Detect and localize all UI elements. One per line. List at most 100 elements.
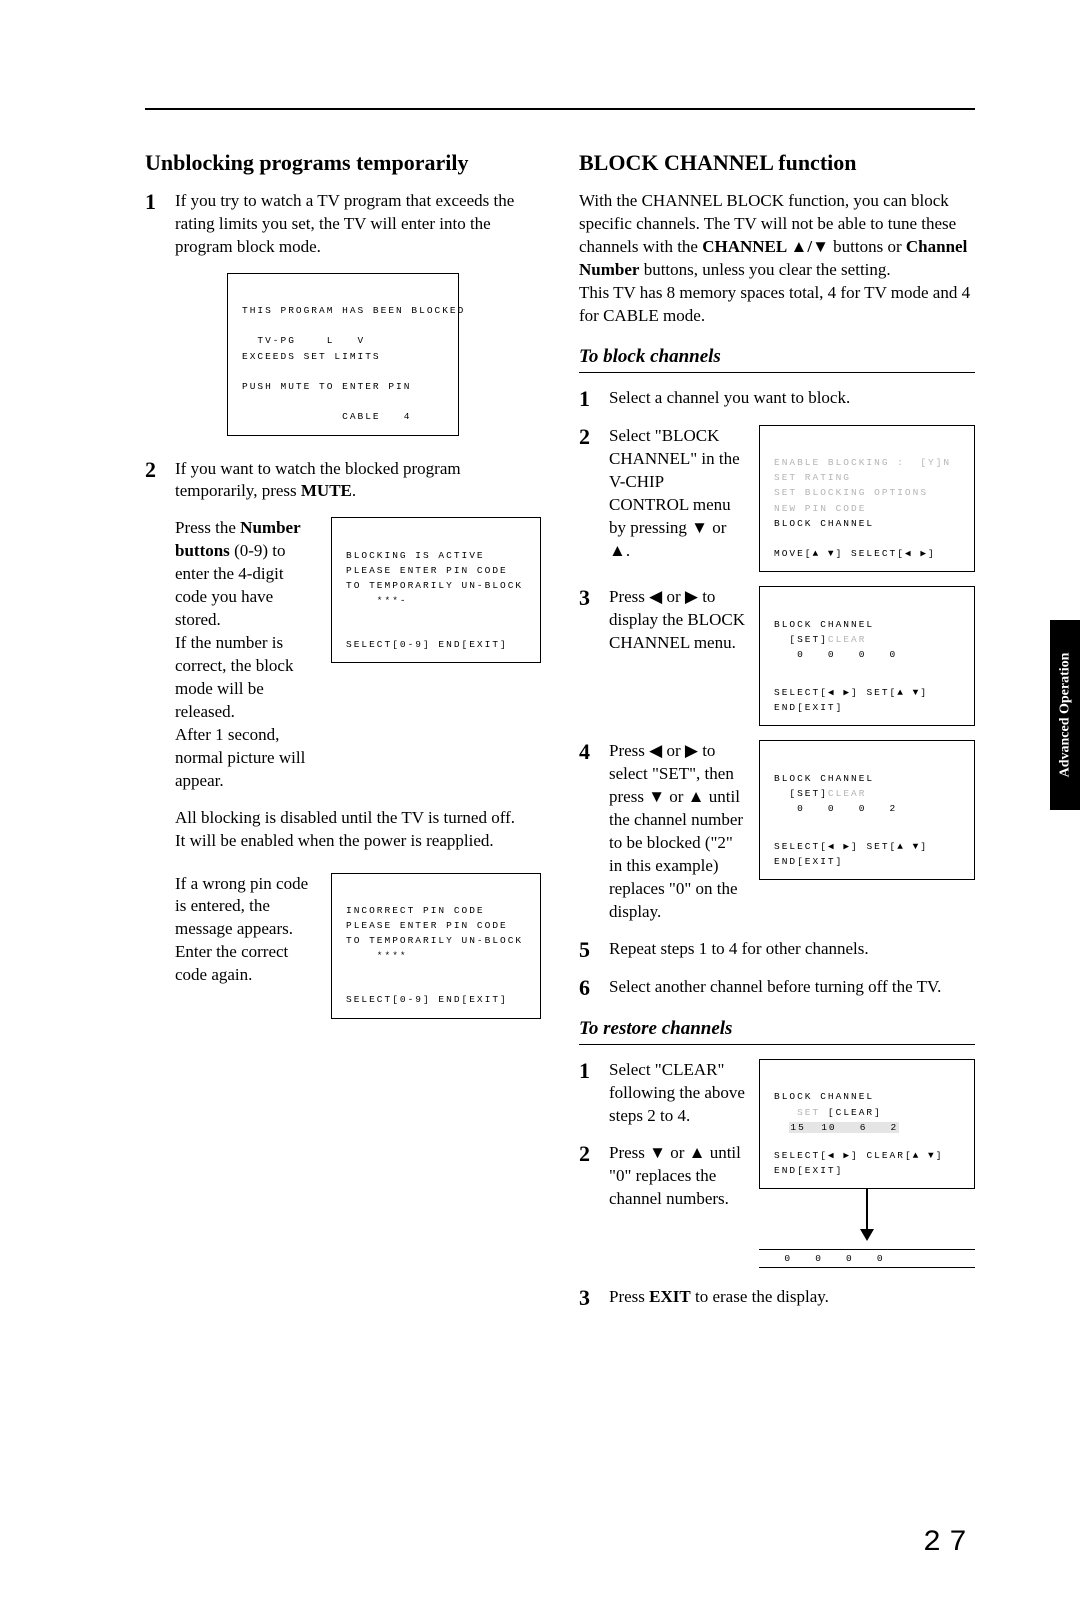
osd-bottom: SELECT[◀ ▶] SET[▲ ▼] END[EXIT] <box>774 839 962 869</box>
step-body: Press ▼ or ▲ until "0" replaces the chan… <box>609 1142 745 1211</box>
osd-bottom: MOVE[▲ ▼] SELECT[◀ ▶] <box>774 546 962 561</box>
step-number: 1 <box>579 387 597 411</box>
osd-grey: CLEAR <box>828 634 867 645</box>
page-number: 27 <box>923 1526 975 1560</box>
osd-line: TO TEMPORARILY UN-BLOCK <box>346 580 523 591</box>
step-number: 2 <box>579 425 597 573</box>
step-number: 2 <box>145 458 163 504</box>
left-heading: Unblocking programs temporarily <box>145 150 541 176</box>
osd-line: INCORRECT PIN CODE <box>346 905 485 916</box>
step-body: If you want to watch the blocked program… <box>175 458 541 504</box>
osd-line: BLOCK CHANNEL <box>774 518 874 529</box>
text: Press <box>609 1287 649 1306</box>
osd-line-grey: ENABLE BLOCKING : [Y]N <box>774 457 951 468</box>
osd-line: TO TEMPORARILY UN-BLOCK <box>346 935 523 946</box>
substep-row: Press the Number buttons (0-9) to enter … <box>175 517 541 792</box>
osd-line-grey: SET BLOCKING OPTIONS <box>774 487 928 498</box>
step-body: Repeat steps 1 to 4 for other channels. <box>609 938 869 962</box>
osd-bottom: SELECT[0-9] END[EXIT] <box>346 637 528 652</box>
intro: With the CHANNEL BLOCK function, you can… <box>579 190 975 328</box>
step-body: Press ◀ or ▶ to select "SET", then press… <box>609 740 745 924</box>
osd-highlight: 15 10 6 2 <box>789 1122 899 1133</box>
osd-screen-block-channel: BLOCK CHANNEL [SET]CLEAR 0 0 0 0 SELECT[… <box>759 586 975 726</box>
osd-screen-clear: BLOCK CHANNEL SET [CLEAR] 15 10 6 2 SELE… <box>759 1059 975 1189</box>
osd-screen-blocked: THIS PROGRAM HAS BEEN BLOCKED TV-PG L V … <box>227 273 459 436</box>
right-step-5: 5 Repeat steps 1 to 4 for other channels… <box>579 938 975 962</box>
osd-line: [CLEAR] <box>828 1107 882 1118</box>
step-number: 5 <box>579 938 597 962</box>
screen-wrap: THIS PROGRAM HAS BEEN BLOCKED TV-PG L V … <box>145 273 541 436</box>
osd-grey: CLEAR <box>828 788 867 799</box>
restore-step-1: 1 Select "CLEAR" following the above ste… <box>579 1059 745 1128</box>
osd-line: 0 0 0 2 <box>774 803 897 814</box>
restore-step-2: 2 Press ▼ or ▲ until "0" replaces the ch… <box>579 1142 745 1211</box>
step-number: 3 <box>579 586 597 726</box>
right-step-2: 2 Select "BLOCK CHANNEL" in the V-CHIP C… <box>579 425 975 573</box>
osd-line: PUSH MUTE TO ENTER PIN <box>242 381 411 392</box>
osd-screen-menu: ENABLE BLOCKING : [Y]N SET RATING SET BL… <box>759 425 975 573</box>
step-number: 3 <box>579 1286 597 1310</box>
subheading-block: To block channels <box>579 346 975 373</box>
step-body: Select a channel you want to block. <box>609 387 850 411</box>
osd-line: PLEASE ENTER PIN CODE <box>346 565 508 576</box>
side-tab-label: Advanced Operation <box>1057 653 1073 778</box>
step-number: 4 <box>579 740 597 924</box>
step-number: 6 <box>579 976 597 1000</box>
right-step-3: 3 Press ◀ or ▶ to display the BLOCK CHAN… <box>579 586 975 726</box>
left-step-1: 1 If you try to watch a TV program that … <box>145 190 541 259</box>
osd-bottom: CABLE 4 <box>242 409 446 424</box>
text: Press the <box>175 518 240 537</box>
step-body: If you try to watch a TV program that ex… <box>175 190 541 259</box>
osd-line: BLOCK CHANNEL <box>774 1091 874 1102</box>
osd-line: [SET] <box>774 634 828 645</box>
osd-grey: SET <box>774 1107 828 1118</box>
osd-screen-set: BLOCK CHANNEL [SET]CLEAR 0 0 0 2 SELECT[… <box>759 740 975 880</box>
restore-step-3: 3 Press EXIT to erase the display. <box>579 1286 975 1310</box>
step-number: 2 <box>579 1142 597 1211</box>
side-tab: Advanced Operation <box>1050 620 1080 810</box>
substep-text: Press the Number buttons (0-9) to enter … <box>175 517 317 792</box>
substep-text: If a wrong pin code is entered, the mess… <box>175 873 317 988</box>
text: . <box>352 481 356 500</box>
osd-line: TV-PG L V <box>242 335 365 346</box>
osd-line: PLEASE ENTER PIN CODE <box>346 920 508 931</box>
osd-line-grey: NEW PIN CODE <box>774 503 866 514</box>
arrow-down-icon <box>759 1189 975 1249</box>
right-step-6: 6 Select another channel before turning … <box>579 976 975 1000</box>
substep-row: If a wrong pin code is entered, the mess… <box>175 873 541 1019</box>
step-body: Select "CLEAR" following the above steps… <box>609 1059 745 1128</box>
osd-line: 0 0 0 0 <box>774 649 897 660</box>
step-number: 1 <box>145 190 163 259</box>
osd-line-grey: SET RATING <box>774 472 851 483</box>
text: buttons or <box>829 237 906 256</box>
step-body: Press EXIT to erase the display. <box>609 1286 829 1310</box>
step-number: 1 <box>579 1059 597 1128</box>
right-step-4: 4 Press ◀ or ▶ to select "SET", then pre… <box>579 740 975 924</box>
osd-line: BLOCK CHANNEL <box>774 619 874 630</box>
osd-line <box>774 1122 789 1133</box>
note: All blocking is disabled until the TV is… <box>175 807 541 853</box>
bold: MUTE <box>301 481 352 500</box>
step-body: Select another channel before turning of… <box>609 976 941 1000</box>
step-body: Press ◀ or ▶ to display the BLOCK CHANNE… <box>609 586 745 655</box>
osd-line: ***- <box>346 595 408 606</box>
left-column: Unblocking programs temporarily 1 If you… <box>145 150 541 1324</box>
bold: CHANNEL ▲/▼ <box>702 237 829 256</box>
osd-line: [SET] <box>774 788 828 799</box>
osd-line: EXCEEDS SET LIMITS <box>242 351 381 362</box>
right-heading: BLOCK CHANNEL function <box>579 150 975 176</box>
right-column: BLOCK CHANNEL function With the CHANNEL … <box>579 150 975 1324</box>
subheading-restore: To restore channels <box>579 1018 975 1045</box>
text: to erase the display. <box>691 1287 829 1306</box>
osd-bottom: SELECT[0-9] END[EXIT] <box>346 992 528 1007</box>
osd-line: THIS PROGRAM HAS BEEN BLOCKED <box>242 305 465 316</box>
osd-result-row: 0 0 0 0 <box>759 1249 975 1268</box>
osd-bottom: SELECT[◀ ▶] CLEAR[▲ ▼] END[EXIT] <box>774 1148 962 1178</box>
left-step-2: 2 If you want to watch the blocked progr… <box>145 458 541 504</box>
osd-line: **** <box>346 950 408 961</box>
restore-block: 1 Select "CLEAR" following the above ste… <box>579 1059 975 1268</box>
bold: EXIT <box>649 1287 691 1306</box>
right-step-1: 1 Select a channel you want to block. <box>579 387 975 411</box>
osd-screen-wrong-pin: INCORRECT PIN CODE PLEASE ENTER PIN CODE… <box>331 873 541 1019</box>
text: (0-9) to enter the 4-digit code you have… <box>175 541 305 789</box>
